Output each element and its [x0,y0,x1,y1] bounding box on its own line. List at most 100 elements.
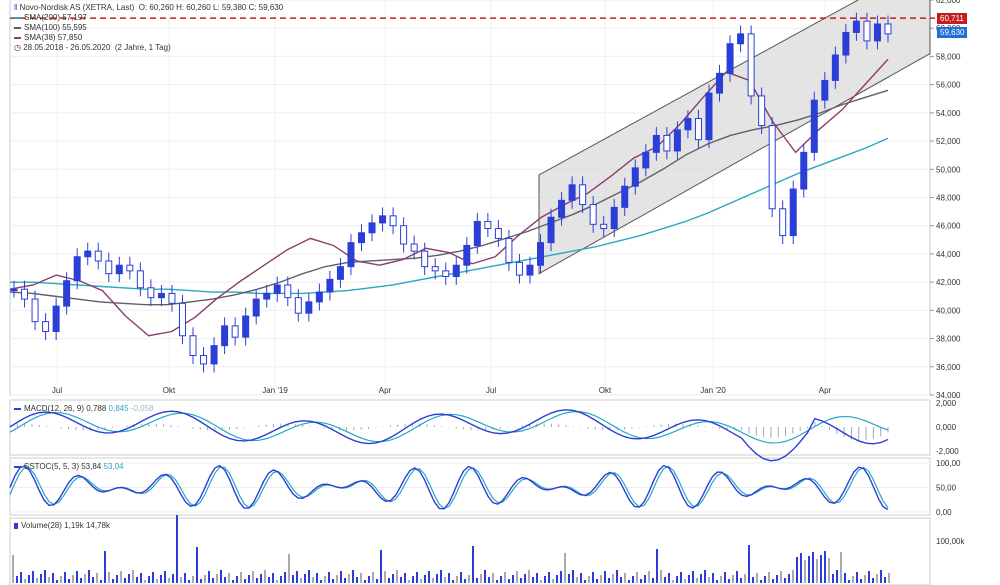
candle-body [747,33,755,97]
volume-bar [524,574,526,583]
time-tick-label: Jul [52,386,62,395]
volume-bar [100,580,102,583]
volume-bar [684,579,686,583]
candle-body [726,43,734,74]
volume-bar [768,572,770,583]
volume-bar [872,578,874,583]
candle-body [579,184,587,206]
volume-bar [448,573,450,583]
candle-body [463,244,471,266]
candle-body [52,305,60,333]
time-tick-label: Apr [819,386,832,395]
volume-bar [148,576,150,583]
volume-bar [696,578,698,583]
macd-value-1: 0,788 [86,404,107,413]
time-tick-label: Jan '19 [262,386,288,395]
volume-bar [404,573,406,583]
volume-bar [32,571,34,583]
volume-bar [564,553,566,583]
volume-value-1: 1,19k [64,521,84,530]
sma200-legend: SMA(200) 57,197 [14,13,283,23]
sma200-line [10,137,889,295]
title-line: ‖ Novo-Nordisk AS (XETRA, Last) O: 60,26… [14,3,283,13]
macd-panel [9,399,931,456]
volume-bar [224,577,226,583]
price-tick-label: 38,000 [936,335,961,344]
volume-bar [56,580,58,583]
volume-bar [808,556,810,583]
candle-body [473,220,481,246]
volume-bar [880,570,882,583]
volume-bar [600,575,602,583]
candle-body [231,325,239,338]
sma200-value: 57,197 [62,13,87,22]
price-tick-label: 56,000 [936,81,961,90]
volume-bar [204,575,206,583]
volume-bar [340,571,342,583]
candle-body [84,250,92,258]
volume-bar [180,577,182,583]
volume-bar [772,579,774,583]
volume-bar [336,575,338,583]
volume-bar [608,578,610,583]
volume-bar [496,580,498,583]
volume-bar [824,551,826,583]
volume-bar [96,573,98,583]
volume-bar [664,577,666,583]
volume-bar [544,576,546,583]
chart-legend: ‖ Novo-Nordisk AS (XETRA, Last) O: 60,26… [14,3,283,53]
range-legend: ◷ 28.05.2018 - 26.05.2020 (2 Jahre, 1 Ta… [14,43,283,53]
candle-body [873,23,881,42]
macd-legend: MACD(12, 26, 9) 0,788 0,845 -0,058 [14,404,153,414]
candle-body [147,287,155,299]
volume-bar [280,576,282,583]
volume-bar [648,571,650,583]
candle-body [558,199,566,218]
candle-body [800,151,808,190]
candle-body [484,220,492,230]
candle-body [157,292,165,299]
volume-bar [724,572,726,583]
high-price-tag: 60,711 [937,13,967,24]
volume-bar [104,551,106,583]
volume-bar [80,578,82,583]
volume-bar [380,550,382,583]
volume-bar [424,575,426,583]
volume-bar [264,570,266,583]
volume-bar [688,575,690,583]
volume-bar [220,570,222,583]
volume-bar [120,571,122,583]
volume-bar [476,578,478,583]
candle-body [737,33,745,45]
candle-body [294,297,302,314]
volume-bar [548,572,550,583]
volume-bar [672,580,674,583]
volume-bar [856,572,858,583]
sstoc-tick-label: 0,00 [936,508,952,517]
volume-bar [720,576,722,583]
volume-bar [828,558,830,583]
sstoc-tick-label: 100,00 [936,459,961,468]
candle-body [831,54,839,81]
candle-body [400,225,408,245]
price-tick-label: 62,000 [936,0,961,5]
volume-bar [464,579,466,583]
volume-bar [132,570,134,583]
candle-body [105,260,113,275]
candle-body [631,167,639,187]
volume-bar [388,578,390,583]
volume-bar [296,571,298,583]
candle-body [452,264,460,278]
volume-bar [516,571,518,583]
price-tick-label: 36,000 [936,363,961,372]
candle-body [442,270,450,278]
volume-bar [196,547,198,583]
candle-icon: ‖ [14,3,18,12]
volume-bar [396,570,398,583]
volume-bar [328,572,330,583]
candle-body [547,216,555,244]
volume-bar [48,577,50,583]
macd-label: MACD(12, 26, 9) [24,404,85,413]
volume-bar [744,574,746,583]
